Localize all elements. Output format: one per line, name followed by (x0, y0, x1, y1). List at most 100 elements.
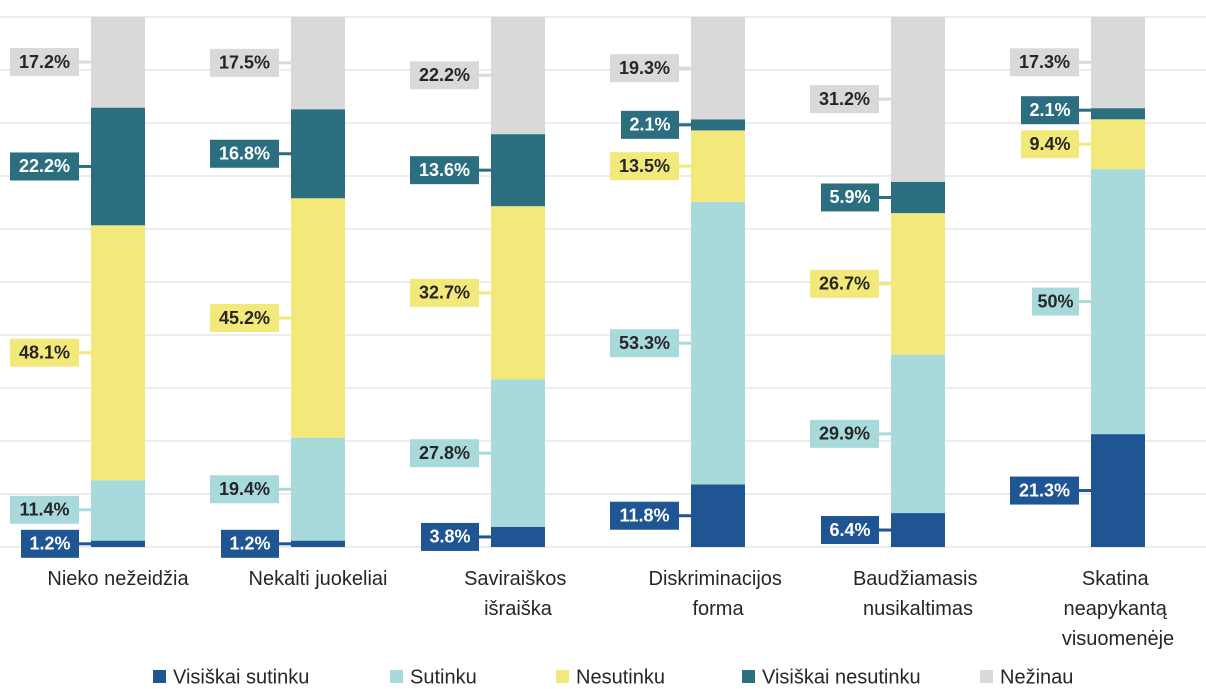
bar-segment (691, 201, 745, 485)
bar-segment (891, 16, 945, 182)
data-label: 21.3% (1019, 480, 1070, 500)
bar-segment (291, 16, 345, 110)
label-box (10, 338, 79, 367)
data-label: 50% (1037, 291, 1073, 311)
legend-label: Sutinku (410, 666, 477, 688)
data-label: 32.7% (419, 283, 470, 303)
bar-segment (91, 16, 145, 108)
label-box (1010, 476, 1079, 505)
data-label: 2.1% (629, 115, 670, 135)
bar-segment (491, 206, 545, 380)
bar-segment (1091, 434, 1145, 547)
data-label: 19.3% (619, 58, 670, 78)
data-label: 1.2% (29, 534, 70, 554)
bar-segment (91, 540, 145, 547)
data-label: 16.8% (219, 143, 270, 163)
label-box (421, 522, 479, 551)
legend-swatch (556, 670, 569, 683)
label-box (1032, 287, 1079, 316)
data-label: 22.2% (19, 156, 70, 176)
bar-segment (891, 213, 945, 355)
data-label: 9.4% (1029, 134, 1070, 154)
data-label: 2.1% (1029, 100, 1070, 120)
bar-segment (891, 181, 945, 214)
data-label: 11.8% (619, 505, 669, 525)
legend-swatch (742, 670, 755, 683)
label-box (610, 152, 679, 181)
label-box (810, 269, 879, 298)
label-box (10, 48, 79, 77)
label-box (621, 110, 679, 139)
label-box (810, 85, 879, 114)
x-tick-label: Skatina neapykantą visuomenėje (1062, 568, 1174, 650)
label-box (10, 152, 79, 181)
x-tick-label: Saviraiškos išraiška (464, 568, 572, 620)
data-label: 5.9% (829, 187, 870, 207)
label-box (410, 61, 479, 90)
label-box (210, 304, 279, 333)
bar-segment (291, 198, 345, 438)
bar-segment (1091, 16, 1145, 109)
label-box (210, 48, 279, 77)
bar-segment (1091, 108, 1145, 120)
legend-label: Visiškai nesutinku (762, 666, 921, 688)
bar-segment (1091, 169, 1145, 435)
data-label: 13.6% (419, 160, 470, 180)
bar-segment (291, 540, 345, 547)
data-label: 48.1% (19, 343, 70, 363)
label-box (21, 529, 79, 558)
data-label: 11.4% (19, 500, 69, 520)
bar-segment (491, 526, 545, 547)
label-box (410, 156, 479, 185)
data-label: 17.2% (19, 52, 70, 72)
bar-segment (91, 480, 145, 541)
bar-segment (91, 107, 145, 226)
bar-segment (691, 484, 745, 547)
legend-swatch (390, 670, 403, 683)
data-label: 26.7% (819, 274, 870, 294)
bar-segment (891, 513, 945, 547)
label-box (210, 475, 279, 504)
x-tick-label: Nekalti juokeliai (249, 568, 388, 590)
legend-swatch (153, 670, 166, 683)
data-label: 1.2% (229, 534, 270, 554)
data-label: 29.9% (819, 424, 870, 444)
bar-segment (691, 130, 745, 202)
data-label: 31.2% (819, 89, 870, 109)
data-label: 53.3% (619, 333, 670, 353)
label-box (821, 183, 879, 212)
legend-label: Visiškai sutinku (173, 666, 309, 688)
bar-segment (1091, 119, 1145, 170)
label-box (410, 439, 479, 468)
legend-label: Nesutinku (576, 666, 665, 688)
data-label: 22.2% (419, 65, 470, 85)
label-box (410, 278, 479, 307)
bar-segment (891, 354, 945, 514)
bar-segment (291, 437, 345, 541)
label-box (1021, 96, 1079, 125)
bar-segment (491, 379, 545, 527)
data-label: 3.8% (429, 527, 470, 547)
legend-swatch (980, 670, 993, 683)
label-box (1021, 130, 1079, 159)
data-label: 17.5% (219, 53, 270, 73)
label-box (10, 495, 79, 524)
data-label: 13.5% (619, 156, 670, 176)
label-box (810, 419, 879, 448)
data-label: 27.8% (419, 443, 470, 463)
x-tick-label: Diskriminacijos forma (649, 568, 788, 620)
label-box (610, 501, 679, 530)
label-box (210, 139, 279, 168)
legend-label: Nežinau (1000, 666, 1073, 688)
bar-segment (691, 17, 745, 120)
label-box (221, 529, 279, 558)
data-label: 19.4% (219, 479, 270, 499)
bar-segment (491, 16, 545, 135)
label-box (1010, 48, 1079, 77)
x-tick-label: Nieko nežeidžia (47, 568, 189, 590)
bar-segment (491, 134, 545, 207)
bar-segment (291, 109, 345, 199)
data-label: 45.2% (219, 308, 270, 328)
bar-segment (691, 119, 745, 131)
